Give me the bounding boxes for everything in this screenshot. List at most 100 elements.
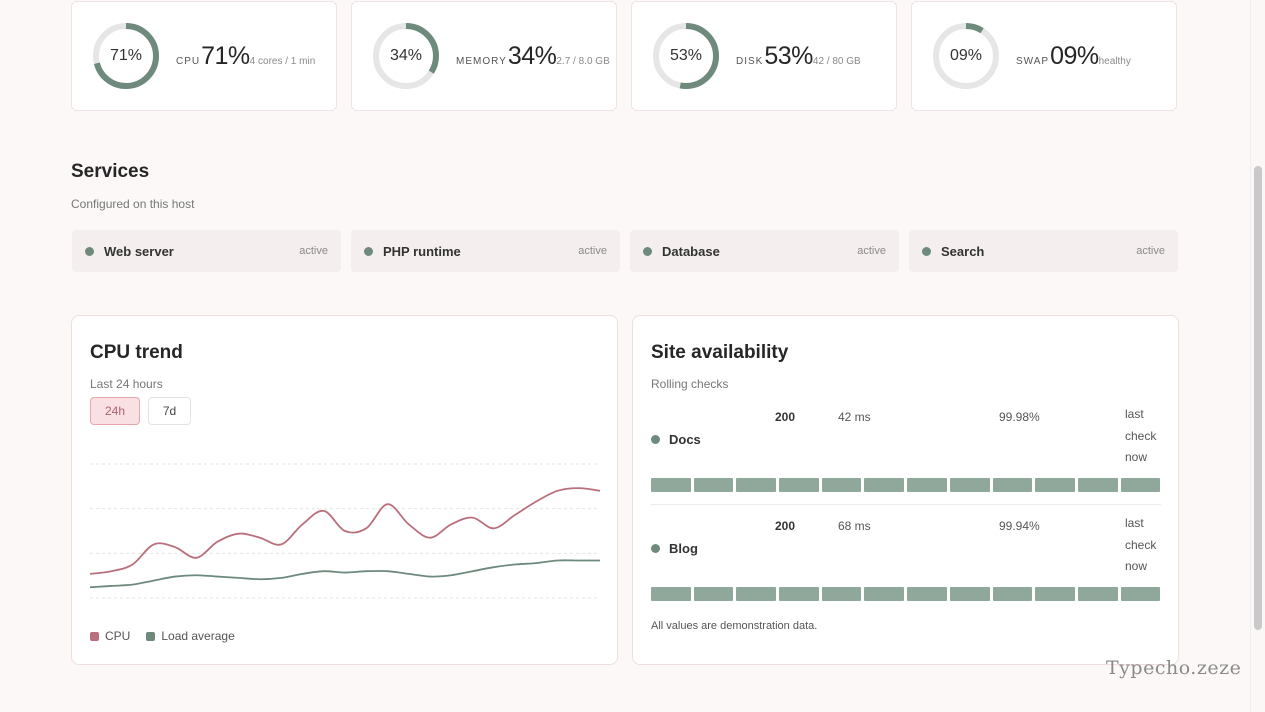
uptime-bar xyxy=(864,587,905,601)
status-dot-icon xyxy=(651,544,660,553)
swap-sub: healthy xyxy=(1098,56,1131,67)
uptime-bar xyxy=(949,587,990,601)
cpu-metric-info: CPU 71% 4 cores / 1 min xyxy=(176,42,315,72)
site-row-blog[interactable]: 200 68 ms 99.94% last check now Blog xyxy=(651,516,1161,607)
disk-label: DISK xyxy=(736,56,764,67)
site-name-label: Blog xyxy=(669,541,698,556)
uptime-bar xyxy=(992,478,1033,492)
cpu-trend-subtitle: Last 24 hours xyxy=(90,377,163,391)
service-name: Web server xyxy=(104,243,174,259)
legend-swatch-cpu xyxy=(90,631,99,641)
swap-ring-text: 09% xyxy=(949,47,983,64)
legend-item-load: Load average xyxy=(146,629,235,643)
service-name: Database xyxy=(662,243,720,259)
uptime-bar xyxy=(736,478,777,492)
disk-sub: 42 / 80 GB xyxy=(812,56,861,67)
uptime-bar xyxy=(1035,587,1075,601)
uptime-bar xyxy=(992,587,1033,601)
status-dot-icon xyxy=(85,246,94,256)
uptime-bar xyxy=(651,587,691,601)
demo-note: All values are demonstration data. xyxy=(651,620,818,632)
uptime-bar xyxy=(736,587,777,601)
cpu-value: 71% xyxy=(201,42,250,70)
status-dot-icon xyxy=(364,246,373,256)
status-code: 200 xyxy=(775,519,796,533)
uptime-bar xyxy=(779,478,819,492)
swap-metric-info: SWAP 09% healthy xyxy=(1016,42,1131,72)
uptime-bar xyxy=(864,478,905,492)
watermark: Typecho.zeze xyxy=(1106,657,1242,679)
cpu-series-line xyxy=(90,487,600,575)
memory-ring-gauge: 34% xyxy=(372,22,440,90)
swap-value: 09% xyxy=(1050,42,1099,70)
range-7d-button[interactable]: 7d xyxy=(148,397,191,425)
site-name-docs: Docs xyxy=(651,432,701,447)
metric-card-cpu: 71% CPU 71% 4 cores / 1 min xyxy=(71,1,337,111)
site-name-blog: Blog xyxy=(651,541,698,556)
memory-label: MEMORY xyxy=(456,56,507,67)
divider xyxy=(651,504,1161,505)
metric-card-disk: 53% DISK 53% 42 / 80 GB xyxy=(631,1,897,111)
uptime-bar xyxy=(821,478,862,492)
services-subtitle: Configured on this host xyxy=(71,197,195,211)
memory-value: 34% xyxy=(507,42,557,70)
uptime: 99.94% xyxy=(999,519,1040,533)
uptime-bar xyxy=(949,478,990,492)
services-title: Services xyxy=(71,161,150,182)
status-dot-icon xyxy=(643,246,652,256)
site-row-docs[interactable]: 200 42 ms 99.98% last check now Docs xyxy=(651,407,1161,498)
uptime-bar xyxy=(693,478,734,492)
swap-label: SWAP xyxy=(1016,56,1050,67)
uptime-bar xyxy=(1077,478,1118,492)
service-state: active xyxy=(578,245,607,257)
service-name: Search xyxy=(941,243,985,259)
status-dot-icon xyxy=(922,246,931,256)
range-24h-button[interactable]: 24h xyxy=(90,397,140,425)
availability-subtitle: Rolling checks xyxy=(651,377,729,391)
cpu-ring-text: 71% xyxy=(109,47,143,64)
memory-ring-text: 34% xyxy=(389,47,423,64)
uptime-bars xyxy=(651,478,1161,492)
status-dot-icon xyxy=(651,435,660,444)
cpu-trend-title: CPU trend xyxy=(90,342,183,363)
availability-title: Site availability xyxy=(651,342,789,363)
service-name: PHP runtime xyxy=(383,243,461,259)
scrollbar-thumb[interactable] xyxy=(1254,166,1262,630)
disk-ring-gauge: 53% xyxy=(652,22,720,90)
uptime-bar xyxy=(907,478,947,492)
service-database[interactable]: Database active xyxy=(630,230,899,272)
uptime-bar xyxy=(907,587,947,601)
uptime: 99.98% xyxy=(999,410,1040,424)
cpu-trend-chart xyxy=(90,463,600,599)
latency: 42 ms xyxy=(838,410,871,424)
uptime-bar xyxy=(821,587,862,601)
uptime-bar xyxy=(693,587,734,601)
uptime-bar xyxy=(1120,478,1161,492)
legend-item-cpu: CPU xyxy=(90,629,130,643)
uptime-bars xyxy=(651,587,1161,601)
legend-swatch-load xyxy=(146,631,156,641)
swap-ring-gauge: 09% xyxy=(932,22,1000,90)
uptime-bar xyxy=(1077,587,1118,601)
service-php-runtime[interactable]: PHP runtime active xyxy=(351,230,620,272)
service-state: active xyxy=(857,245,886,257)
cpu-sub: 4 cores / 1 min xyxy=(249,56,316,67)
disk-value: 53% xyxy=(764,42,813,70)
availability-panel: Site availability Rolling checks 200 42 … xyxy=(632,315,1179,665)
uptime-bar xyxy=(1035,478,1075,492)
legend-label-load: Load average xyxy=(161,629,235,643)
service-search[interactable]: Search active xyxy=(909,230,1178,272)
disk-ring-text: 53% xyxy=(669,47,703,64)
service-state: active xyxy=(299,245,328,257)
last-check: last check now xyxy=(1125,407,1157,464)
cpu-label: CPU xyxy=(176,56,201,67)
chart-legend: CPU Load average xyxy=(90,629,251,643)
uptime-bar xyxy=(1120,587,1161,601)
service-state: active xyxy=(1136,245,1165,257)
last-check: last check now xyxy=(1125,516,1157,573)
service-web-server[interactable]: Web server active xyxy=(72,230,341,272)
cpu-ring-gauge: 71% xyxy=(92,22,160,90)
memory-sub: 2.7 / 8.0 GB xyxy=(556,56,610,67)
site-name-label: Docs xyxy=(669,432,701,447)
